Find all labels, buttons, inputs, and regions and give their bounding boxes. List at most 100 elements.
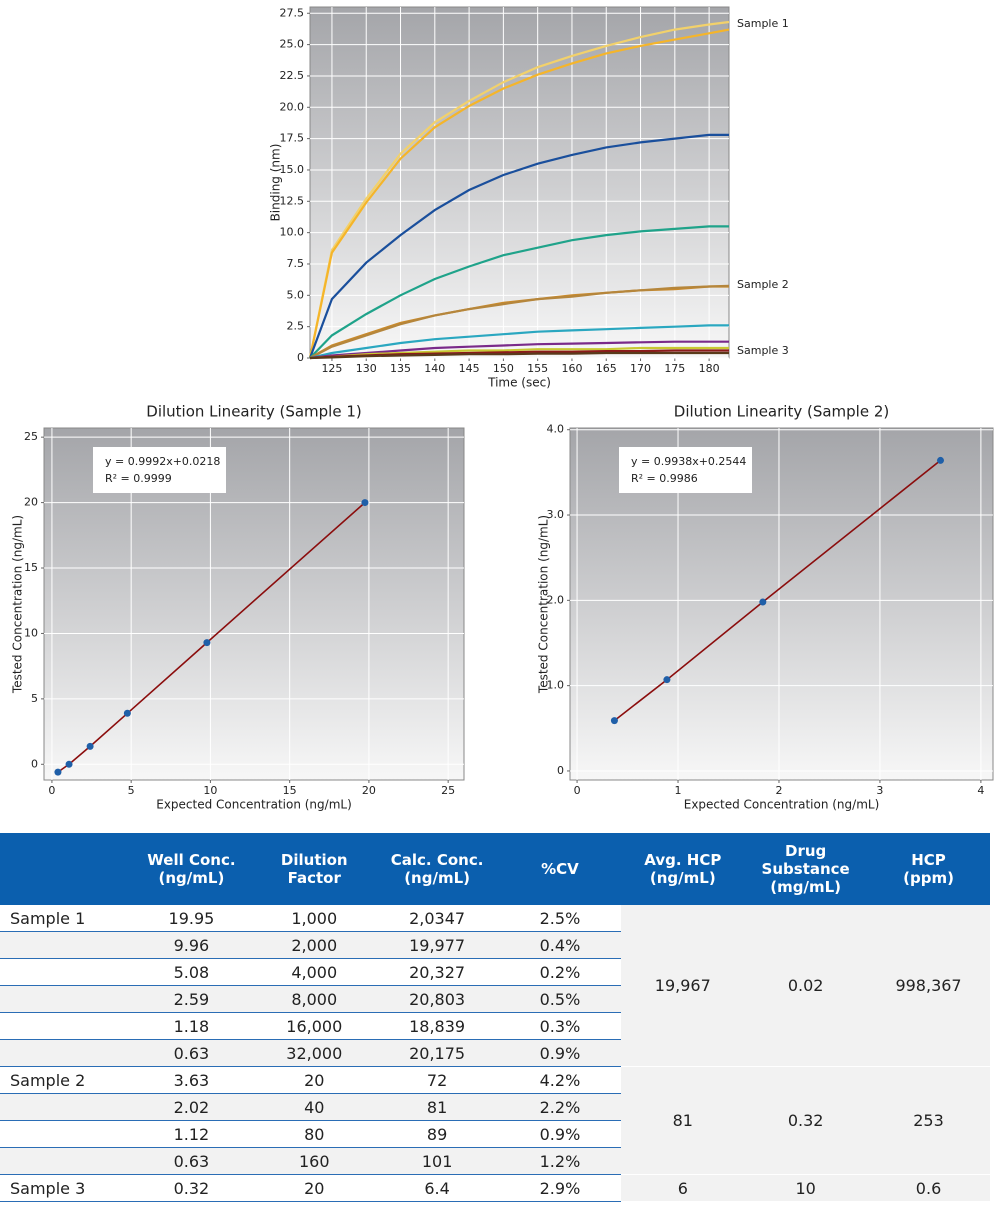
x-tick-label: 0	[48, 784, 55, 797]
header-cell: Well Conc. (ng/mL)	[130, 833, 253, 905]
point	[663, 676, 671, 684]
table-row: 2.59 8,000 20,803 0.5%	[0, 985, 990, 1013]
x-axis-label: Expected Concentration (ng/mL)	[684, 798, 880, 812]
plot-area	[309, 6, 730, 359]
header-row: Well Conc. (ng/mL) Dilution Factor Calc. C…	[0, 833, 990, 905]
y-tick-label: 5.0	[287, 288, 305, 301]
table-cell: 4,000	[252, 958, 376, 986]
y-axis-label: Tested Concentration (ng/mL)	[537, 515, 551, 694]
header-cell: Drug Substance (mg/mL)	[744, 833, 868, 905]
table-cell: 16,000	[252, 1012, 376, 1040]
chart-title: Dilution Linearity (Sample 1)	[146, 403, 361, 421]
header-cell: Avg. HCP (ng/mL)	[621, 833, 745, 905]
table-cell: 8,000	[252, 985, 376, 1013]
annotation: y = 0.9938x+0.2544	[631, 455, 746, 468]
chart-title: Dilution Linearity (Sample 2)	[674, 403, 889, 421]
table-cell: 160	[252, 1147, 376, 1175]
point	[610, 717, 618, 725]
y-tick-label: 20	[24, 496, 38, 509]
y-tick-label: 4.0	[547, 423, 565, 436]
annotation: Sample 1	[737, 17, 789, 30]
y-tick-label: 22.5	[280, 69, 305, 82]
x-tick-label: 15	[283, 784, 297, 797]
x-tick-label: 135	[390, 362, 411, 375]
y-tick-label: 15	[24, 561, 38, 574]
summary-cell: 253	[867, 1066, 990, 1175]
y-tick-label: 12.5	[280, 194, 305, 207]
series-line	[308, 20, 730, 359]
table-cell: 0.63	[130, 1039, 253, 1067]
series-line	[309, 346, 729, 360]
table-cell: 32,000	[252, 1039, 376, 1067]
point	[65, 760, 73, 768]
table-row: 0.63 160 101 1.2%	[0, 1147, 990, 1175]
table-cell: 2.59	[130, 985, 253, 1013]
series-line	[309, 351, 729, 360]
y-tick-label: 2.0	[547, 593, 565, 606]
table-cell: 2.5%	[498, 905, 622, 932]
x-tick-label: 175	[664, 362, 685, 375]
row-label	[0, 1147, 130, 1175]
table-cell: 20	[252, 1066, 376, 1094]
series-line	[309, 340, 729, 360]
series-line	[309, 284, 730, 359]
table-cell: 2.9%	[498, 1174, 622, 1202]
table-row: 2.02 40 81 2.2%	[0, 1093, 990, 1121]
table-cell: 0.9%	[498, 1120, 622, 1148]
x-tick-label: 5	[128, 784, 135, 797]
row-label: Sample 1	[0, 905, 130, 932]
table-cell: 72	[375, 1066, 499, 1094]
table-cell: 18,839	[375, 1012, 499, 1040]
annotation: y = 0.9992x+0.0218	[105, 455, 220, 468]
table-cell: 4.2%	[498, 1066, 622, 1094]
table-cell: 1.2%	[498, 1147, 622, 1175]
header-cell: Calc. Conc. (ng/mL)	[375, 833, 499, 905]
x-tick-label: 160	[561, 362, 582, 375]
x-tick-label: 3	[876, 784, 883, 797]
annotation-box	[93, 447, 226, 493]
row-label	[0, 1093, 130, 1121]
table-cell: 0.2%	[498, 958, 622, 986]
y-tick-label: 3.0	[547, 508, 565, 521]
x-axis-label: Time (sec)	[487, 376, 551, 390]
point	[361, 499, 369, 507]
table-cell: 81	[375, 1093, 499, 1121]
table-cell: 2,000	[252, 931, 376, 959]
table-cell: 0.4%	[498, 931, 622, 959]
row-label: Sample 3	[0, 1174, 130, 1202]
x-tick-label: 0	[574, 784, 581, 797]
point	[937, 456, 945, 464]
y-tick-label: 10	[24, 626, 38, 639]
x-tick-label: 2	[775, 784, 782, 797]
x-tick-label: 180	[699, 362, 720, 375]
row-label	[0, 931, 130, 959]
row-label	[0, 1012, 130, 1040]
row-label	[0, 1120, 130, 1148]
table-cell: 20,803	[375, 985, 499, 1013]
x-tick-label: 125	[321, 362, 342, 375]
table-cell: 80	[252, 1120, 376, 1148]
point	[203, 639, 211, 647]
x-tick-label: 145	[459, 362, 480, 375]
y-tick-label: 2.5	[287, 320, 305, 333]
table-cell: 1.12	[130, 1120, 253, 1148]
y-tick-label: 1.0	[547, 679, 565, 692]
summary-cell: 0.32	[744, 1066, 868, 1175]
table-row: 5.08 4,000 20,327 0.2%	[0, 958, 990, 986]
table-row: Sample 3 0.32 20 6.4 2.9% 6 10 0.6	[0, 1174, 990, 1202]
table-row: Sample 1 19.95 1,000 2,0347 2.5% 19,967 0.02 99…	[0, 905, 990, 1067]
x-axis-label: Expected Concentration (ng/mL)	[156, 798, 352, 812]
table-cell: 19.95	[130, 905, 253, 932]
x-tick-label: 155	[527, 362, 548, 375]
fit-line	[613, 459, 941, 722]
annotation: R² = 0.9986	[631, 472, 698, 485]
y-tick-label: 0	[31, 757, 38, 770]
y-tick-label: 0	[557, 764, 564, 777]
table-cell: 6.4	[375, 1174, 499, 1202]
header-cell	[0, 833, 130, 905]
table-cell: 0.63	[130, 1147, 253, 1175]
charts: 125 130 135 140 145 150 155 160 165 170 175 18002.5…	[11, 6, 994, 812]
series-line	[309, 324, 729, 360]
table-cell: 9.96	[130, 931, 253, 959]
table-row: Sample 2 3.63 20 72 4.2% 81 0.32 253	[0, 1066, 990, 1175]
